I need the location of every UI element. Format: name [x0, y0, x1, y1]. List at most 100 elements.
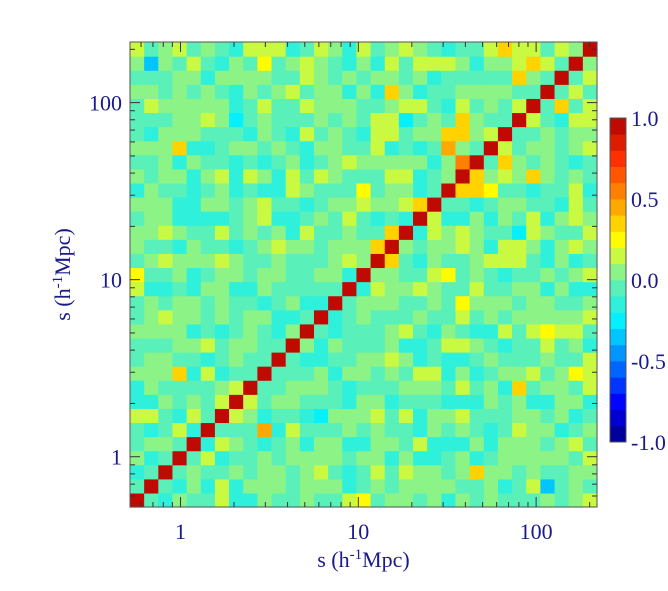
heatmap-cell — [285, 239, 301, 254]
heatmap-cell — [186, 464, 202, 480]
heatmap-cell — [512, 70, 527, 85]
y-tick-label: 1 — [111, 445, 122, 470]
heatmap-cell — [328, 98, 343, 114]
heatmap-cell — [328, 450, 343, 466]
heatmap-cell — [554, 126, 570, 142]
heatmap-cell — [526, 450, 541, 466]
heatmap-cell — [299, 492, 315, 508]
heatmap-cell — [427, 492, 442, 508]
heatmap-cell — [398, 112, 414, 128]
heatmap-cell — [214, 366, 230, 381]
heatmap-cell — [356, 253, 372, 269]
colorbar-segment — [610, 118, 626, 135]
heatmap-cell — [172, 366, 188, 381]
heatmap-cell — [328, 478, 343, 494]
heatmap-cell — [455, 112, 471, 128]
heatmap-cell — [186, 478, 202, 494]
heatmap-cell — [526, 323, 541, 339]
heatmap-cell — [441, 366, 457, 381]
heatmap-cell — [158, 394, 174, 409]
heatmap-cell — [582, 380, 598, 395]
heatmap-cell — [229, 56, 244, 71]
heatmap-cell — [172, 168, 188, 184]
heatmap-cell — [497, 197, 513, 212]
heatmap-cell — [384, 253, 400, 269]
heatmap-cell — [200, 352, 216, 367]
heatmap-cell — [158, 408, 174, 424]
heatmap-cell — [413, 323, 428, 339]
heatmap-cell — [186, 56, 202, 71]
heatmap-cell — [299, 337, 315, 353]
heatmap-cell — [257, 239, 273, 254]
heatmap-cell — [313, 309, 329, 325]
heatmap-cell — [512, 436, 527, 452]
colorbar-segment — [610, 263, 626, 281]
heatmap-cell — [328, 366, 343, 381]
heatmap-cell — [328, 126, 343, 142]
heatmap-cell — [427, 70, 442, 85]
heatmap-cell — [455, 56, 471, 71]
heatmap-cell — [342, 492, 358, 508]
heatmap-cell — [200, 42, 216, 57]
heatmap-cell — [328, 352, 343, 367]
heatmap-cell — [540, 422, 556, 438]
heatmap-cell — [441, 337, 457, 353]
heatmap-cell — [356, 380, 372, 395]
heatmap-cell — [413, 197, 428, 212]
heatmap-cell — [299, 56, 315, 71]
heatmap-cell — [455, 253, 471, 269]
heatmap-cell — [299, 253, 315, 269]
heatmap-cell — [229, 267, 244, 283]
heatmap-cell — [384, 140, 400, 156]
heatmap-cell — [540, 84, 556, 99]
heatmap-cell — [243, 168, 258, 184]
heatmap-cell — [229, 492, 244, 508]
heatmap-cell — [370, 366, 386, 381]
heatmap-cell — [441, 140, 457, 156]
heatmap-cell — [540, 168, 556, 184]
heatmap-cell — [200, 380, 216, 395]
heatmap-cell — [384, 450, 400, 466]
heatmap-cell — [483, 182, 499, 198]
heatmap-cell — [313, 366, 329, 381]
heatmap-cell — [540, 478, 556, 494]
heatmap-cell — [398, 323, 414, 339]
heatmap-cell — [554, 70, 570, 85]
heatmap-cell — [243, 323, 258, 339]
heatmap-cell — [144, 112, 159, 128]
heatmap-cell — [483, 211, 499, 226]
heatmap-cell — [455, 295, 471, 311]
heatmap-cell — [568, 323, 584, 339]
colorbar-segment — [610, 328, 626, 346]
heatmap-cell — [144, 42, 159, 57]
heatmap-cell — [257, 450, 273, 466]
plot-frame — [129, 41, 598, 508]
heatmap-cell — [158, 436, 174, 452]
heatmap-cell — [582, 323, 598, 339]
heatmap-cell — [257, 408, 273, 424]
heatmap-cell — [130, 98, 145, 114]
heatmap-cell — [455, 281, 471, 297]
heatmap-cell — [455, 98, 471, 114]
heatmap-cell — [186, 337, 202, 353]
heatmap-cell — [441, 323, 457, 339]
colorbar-tick-label: 1.0 — [631, 106, 659, 131]
heatmap-cell — [285, 309, 301, 325]
heatmap-cell — [243, 436, 258, 452]
heatmap-cell — [413, 408, 428, 424]
heatmap-cell — [398, 295, 414, 311]
heatmap-cell — [370, 168, 386, 184]
heatmap-cell — [328, 464, 343, 480]
heatmap-cell — [384, 197, 400, 212]
heatmap-cell — [356, 323, 372, 339]
heatmap-cell — [512, 42, 527, 57]
colorbar-segment — [610, 361, 626, 378]
heatmap-cell — [285, 408, 301, 424]
heatmap-cell — [214, 239, 230, 254]
heatmap-cell — [271, 450, 287, 466]
heatmap-cell — [243, 197, 258, 212]
heatmap-cell — [526, 253, 541, 269]
heatmap-cell — [186, 281, 202, 297]
heatmap-cell — [130, 309, 145, 325]
heatmap-cell — [568, 352, 584, 367]
